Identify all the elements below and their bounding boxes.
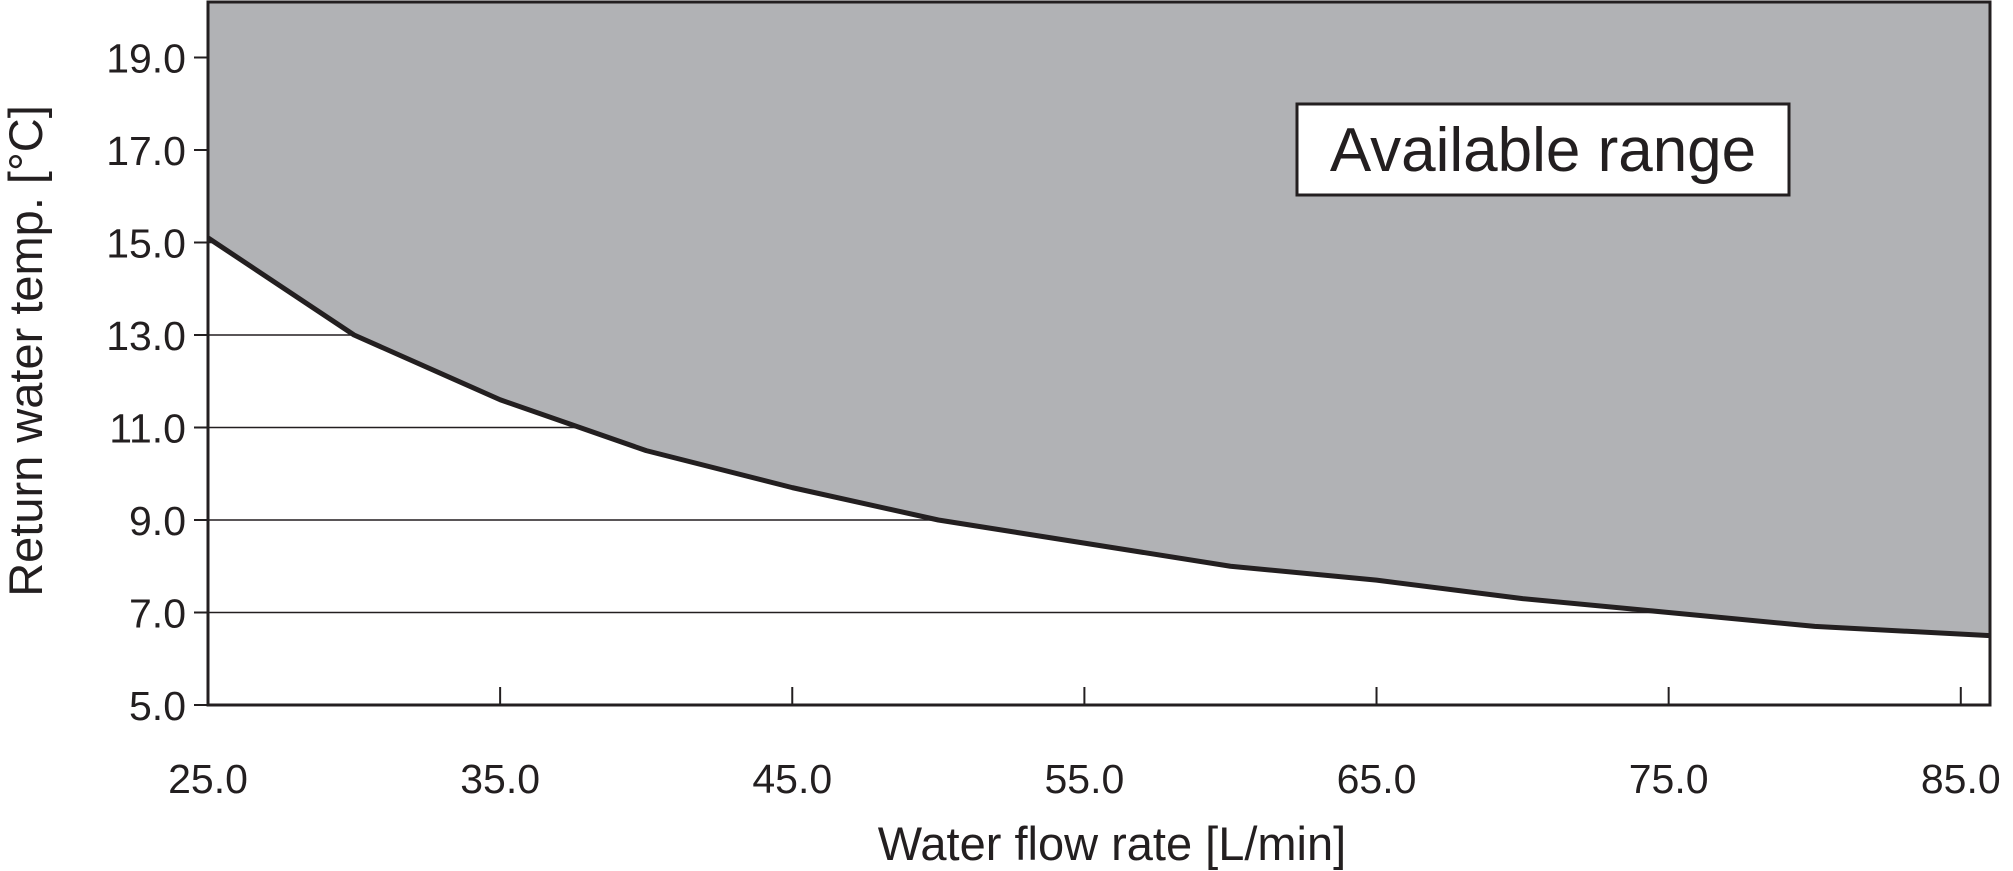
x-axis-title: Water flow rate [L/min] bbox=[878, 817, 1346, 870]
y-tick-label: 11.0 bbox=[109, 406, 186, 452]
series-line bbox=[206, 235, 1991, 639]
y-tick-label: 15.0 bbox=[106, 221, 186, 267]
y-tick-label: 7.0 bbox=[129, 591, 186, 637]
available-range-area bbox=[208, 2, 1990, 636]
x-tick-label: 55.0 bbox=[1044, 756, 1124, 802]
annotation-box bbox=[1295, 102, 1791, 197]
x-tick-label: 75.0 bbox=[1629, 756, 1709, 802]
x-tick-label: 25.0 bbox=[168, 756, 248, 802]
y-tick-label: 5.0 bbox=[129, 683, 186, 729]
y-axis-ticks: 5.0 7.0 9.0 11.0 13.0 15.0 17.0 19.0 bbox=[106, 36, 208, 729]
annotation-label: Available range bbox=[1330, 116, 1756, 185]
x-tick-label: 85.0 bbox=[1921, 756, 2001, 802]
x-tick-label: 65.0 bbox=[1337, 756, 1417, 802]
y-tick-label: 19.0 bbox=[106, 36, 186, 82]
x-axis-ticks: 25.0 35.0 45.0 55.0 65.0 75.0 85.0 bbox=[168, 687, 2001, 802]
y-axis-title: Return water temp. [°C] bbox=[0, 105, 52, 597]
x-tick-label: 35.0 bbox=[460, 756, 540, 802]
y-tick-label: 9.0 bbox=[129, 498, 186, 544]
x-tick-label: 45.0 bbox=[752, 756, 832, 802]
available-range-annotation: Available range bbox=[1295, 102, 1791, 197]
plot-frame bbox=[206, 0, 1992, 707]
y-tick-label: 13.0 bbox=[106, 313, 186, 359]
y-tick-label: 17.0 bbox=[106, 128, 186, 174]
